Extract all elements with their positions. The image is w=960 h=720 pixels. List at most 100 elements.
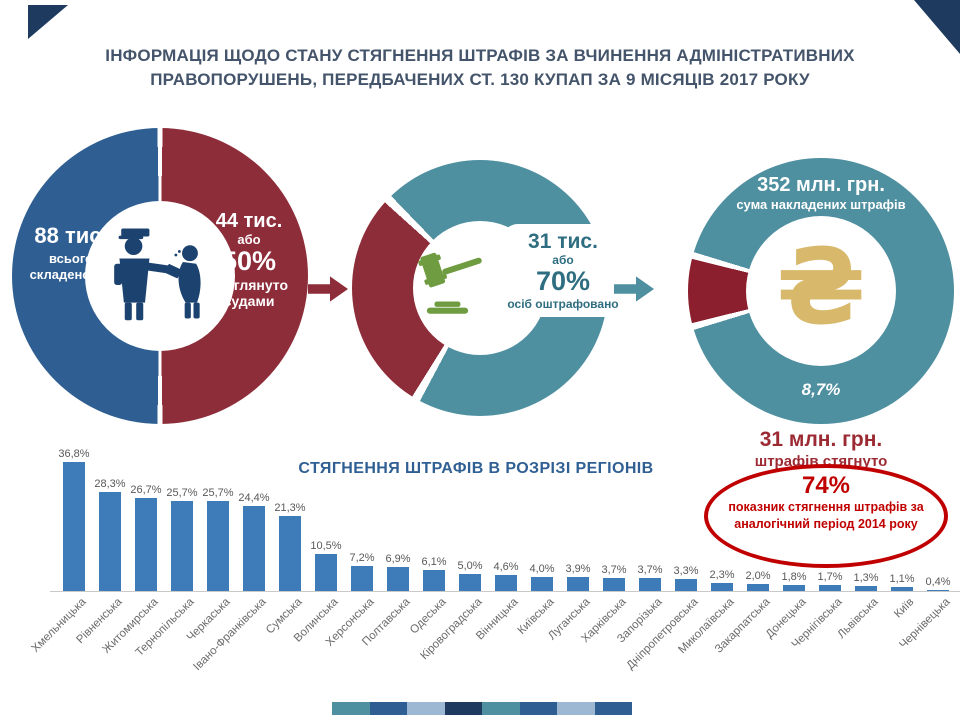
stripe-segment: [369, 702, 407, 715]
x-axis-line: [50, 591, 960, 592]
bar-value-label: 3,7%: [601, 564, 627, 577]
bar-value-label: 5,0%: [457, 559, 483, 572]
bar-value-label: 1,3%: [853, 572, 879, 585]
bar: [891, 587, 913, 591]
bar-value-label: 4,6%: [493, 560, 519, 573]
bar-column: 10,5%: [308, 540, 344, 591]
bar: [315, 554, 337, 591]
bar-value-label: 1,1%: [889, 573, 915, 586]
fined-value: 31 тис.: [528, 230, 598, 253]
bar-column: 0,4%: [920, 576, 956, 591]
bar-column: 25,7%: [200, 487, 236, 591]
bar: [351, 565, 373, 591]
bar-value-label: 3,3%: [673, 565, 699, 578]
imposed-value: 352 млн. грн.: [757, 174, 885, 196]
bar: [855, 586, 877, 591]
donut-chart-fined: 31 тис. або 70% осіб оштрафовано: [352, 160, 624, 416]
bar-value-label: 36,8%: [58, 448, 90, 461]
bar-column: 3,7%: [596, 564, 632, 591]
bar-chart-region-labels: Хмельницька Рівненська Житомирська Тернопіл…: [30, 596, 956, 711]
footer-stripe: [332, 702, 632, 715]
bar-value-label: 3,7%: [637, 564, 663, 577]
imposed-label: сума накладених штрафів: [736, 197, 906, 212]
bar: [279, 516, 301, 591]
bar: [531, 577, 553, 591]
bar: [819, 585, 841, 591]
bar-column: 26,7%: [128, 484, 164, 591]
bar-value-label: 0,4%: [925, 575, 951, 588]
bar-column: 3,3%: [668, 565, 704, 591]
stripe-segment: [332, 702, 370, 715]
bar-value-label: 3,9%: [565, 563, 591, 576]
donut-hole: [85, 201, 235, 351]
imposed-text: 352 млн. грн. сума накладених штрафів: [708, 174, 934, 212]
bar-value-label: 2,3%: [709, 568, 735, 581]
bar-column: 21,3%: [272, 502, 308, 591]
fined-pct: 70%: [535, 266, 591, 297]
bar-value-label: 6,1%: [421, 555, 447, 568]
bar-column: 7,2%: [344, 552, 380, 591]
bar-column: 6,9%: [380, 553, 416, 591]
bar: [675, 579, 697, 591]
flow-arrow-right-icon: [308, 276, 348, 302]
bar-column: 1,1%: [884, 573, 920, 591]
bar-column: 6,1%: [416, 556, 452, 591]
bar-value-label: 26,7%: [130, 483, 162, 496]
bar: [135, 497, 157, 591]
bar: [495, 574, 517, 591]
bar-value-label: 25,7%: [202, 487, 234, 500]
bar: [459, 573, 481, 591]
bar-column: 25,7%: [164, 487, 200, 591]
stripe-segment: [594, 702, 632, 715]
bar-value-label: 1,7%: [817, 571, 843, 584]
bar-column: 1,3%: [848, 572, 884, 591]
bar-value-label: 4,0%: [529, 563, 555, 575]
bar-value-label: 28,3%: [94, 477, 126, 490]
police-officer-issuing-ticket-icon: [98, 222, 222, 331]
stripe-segment: [444, 702, 482, 715]
bar: [639, 578, 661, 591]
bar-column: 3,9%: [560, 563, 596, 591]
bar-value-label: 25,7%: [166, 487, 198, 500]
stripe-segment: [407, 702, 445, 715]
bar-column: 2,3%: [704, 569, 740, 591]
bar-column: 2,0%: [740, 570, 776, 591]
bar: [207, 501, 229, 591]
bar-value-label: 7,2%: [349, 551, 375, 564]
gavel-icon: [407, 250, 491, 327]
bar-value-label: 10,5%: [310, 540, 342, 553]
protocols-courts-value: 44 тис.: [215, 210, 283, 232]
fined-conj: або: [552, 253, 574, 268]
comparison-pct: 74%: [801, 472, 851, 499]
bar-value-label: 1,8%: [781, 570, 807, 583]
bar: [387, 566, 409, 591]
bar-column: 1,7%: [812, 571, 848, 591]
bar: [711, 582, 733, 591]
bar-value-label: 21,3%: [274, 502, 306, 515]
bar-column: 4,0%: [524, 563, 560, 591]
bar: [423, 569, 445, 591]
bar-column: 3,7%: [632, 564, 668, 591]
protocols-courts-conj: або: [237, 232, 261, 247]
hryvnia-currency-icon: ₴: [776, 225, 866, 348]
regional-bar-chart: СТЯГНЕННЯ ШТРАФІВ В РОЗРІЗІ РЕГІОНІВ 36,…: [30, 432, 960, 716]
collected-pct: 8,7%: [801, 380, 841, 399]
bar: [747, 584, 769, 591]
bar: [243, 505, 265, 591]
bar: [603, 578, 625, 591]
donut-chart-protocols: 88 тис. всього складено АП 44 тис. або 5…: [12, 128, 308, 424]
bar-column: 28,3%: [92, 478, 128, 591]
corner-triangle-top-right: [914, 0, 960, 54]
bar: [171, 501, 193, 591]
bar: [99, 491, 121, 591]
stripe-segment: [519, 702, 557, 715]
bar-value-label: 6,9%: [385, 552, 411, 565]
bar-column: 1,8%: [776, 571, 812, 591]
donut-chart-money: 352 млн. грн. сума накладених штрафів ₴ …: [688, 158, 954, 424]
stripe-segment: [482, 702, 520, 715]
bar-column: 5,0%: [452, 559, 488, 591]
bar: [927, 589, 949, 591]
fined-text: 31 тис. або 70% осіб оштрафовано: [502, 224, 624, 318]
bar: [783, 584, 805, 591]
